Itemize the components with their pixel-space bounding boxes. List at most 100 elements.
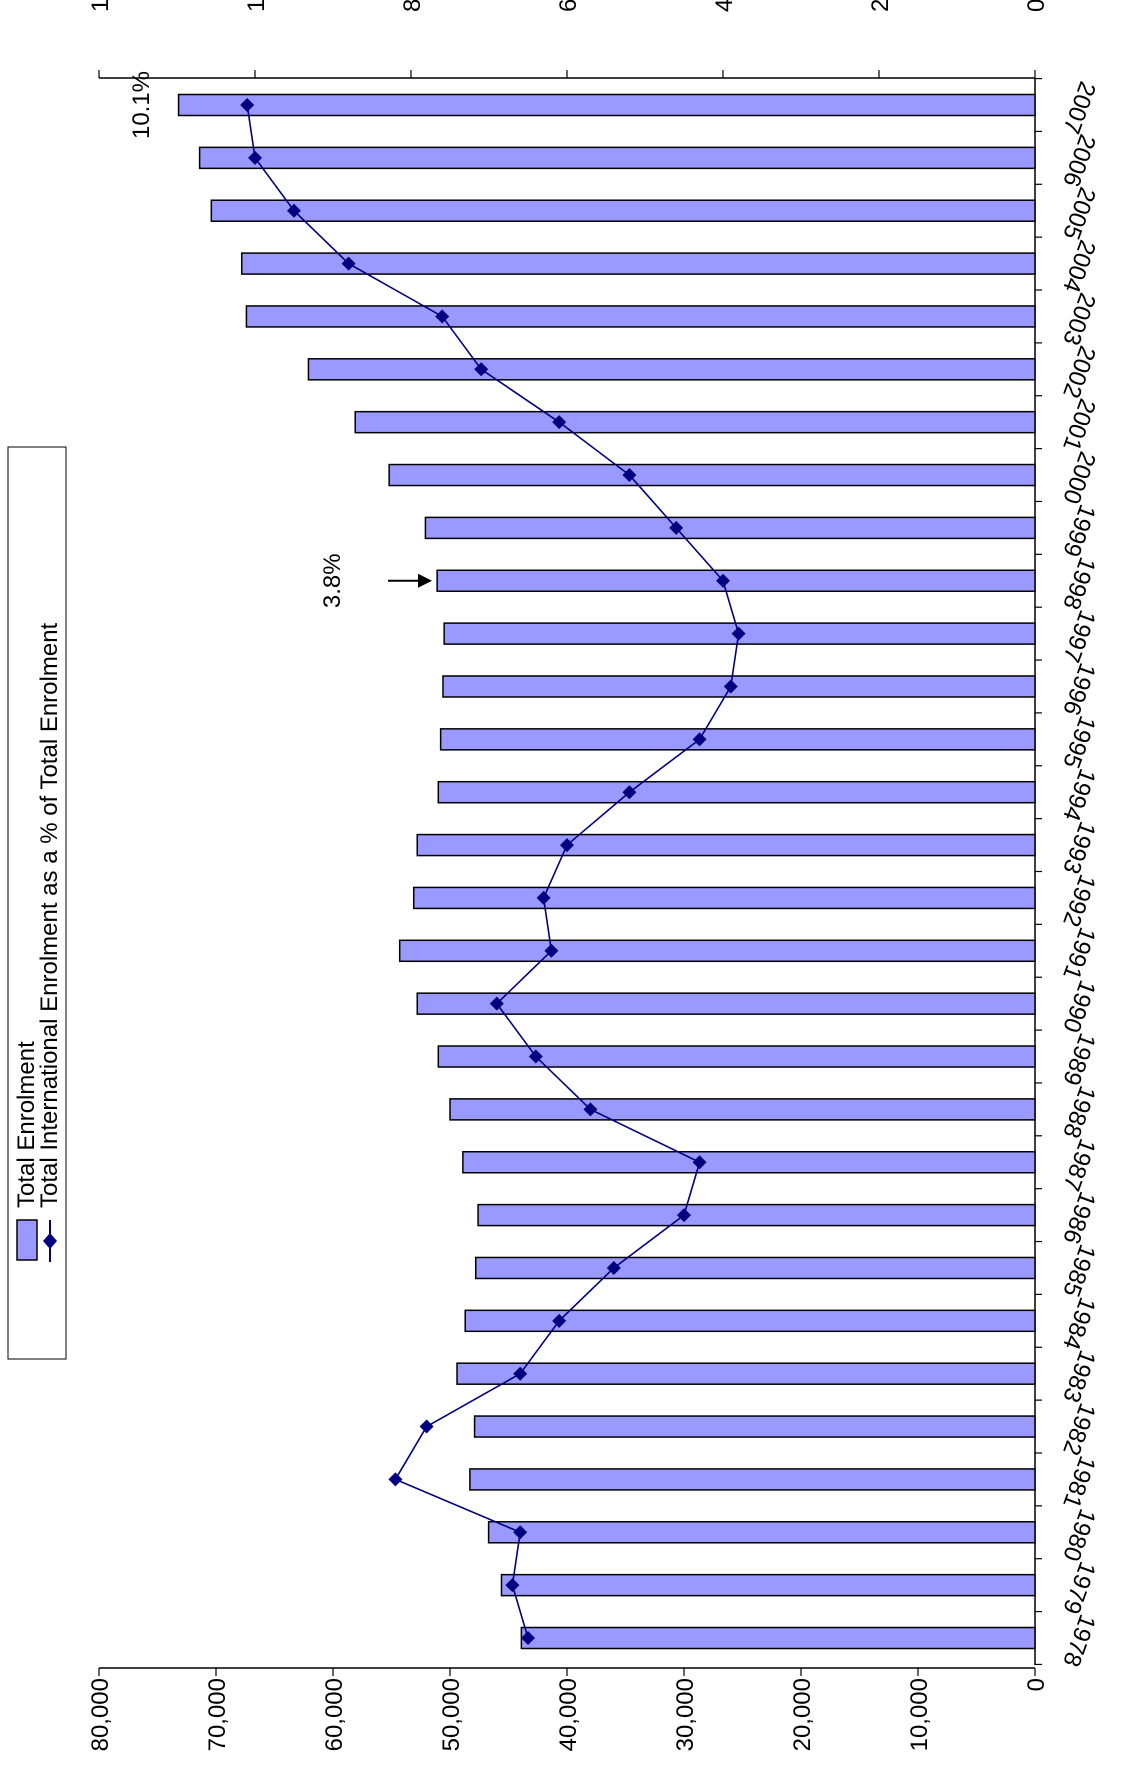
bar-1990	[416, 992, 1036, 1015]
bar-2006	[198, 146, 1036, 170]
percent-point-1994	[622, 785, 637, 800]
left-axis-label: 20,000	[789, 1678, 816, 1751]
category-label-1998: 1998	[1057, 554, 1101, 613]
bar-1978	[520, 1626, 1036, 1650]
bar-1996	[442, 675, 1036, 698]
category-label-1989: 1989	[1057, 1029, 1101, 1088]
category-label-1978: 1978	[1057, 1611, 1101, 1670]
percent-point-1985	[606, 1260, 621, 1275]
percent-line	[246, 104, 740, 1639]
category-label-1995: 1995	[1057, 712, 1101, 771]
right-axis-label: 0.0	[1023, 0, 1050, 12]
category-ticks: 1978197919801981198219831984198519861987…	[1035, 78, 1101, 1670]
percent-point-1998	[716, 573, 730, 588]
left-axis-label: 80,000	[87, 1678, 114, 1751]
bar-1986	[477, 1203, 1036, 1227]
bar-1989	[437, 1045, 1036, 1068]
category-label-1991: 1991	[1057, 924, 1101, 983]
bar-1985	[474, 1256, 1036, 1280]
bar-1992	[412, 886, 1036, 910]
bar-1984	[464, 1309, 1036, 1333]
legend-label-total-enrolment: Total Enrolment	[13, 1041, 40, 1208]
bar-2002	[307, 358, 1036, 381]
category-label-1979: 1979	[1057, 1558, 1101, 1617]
percent-point-1987	[692, 1155, 707, 1170]
percent-point-1986	[677, 1208, 691, 1223]
plot-area: 1978197919801981198219831984198519861987…	[87, 0, 1101, 1751]
annotation-1998: 3.8%	[319, 553, 346, 608]
category-label-1980: 1980	[1057, 1505, 1101, 1564]
category-label-1984: 1984	[1057, 1294, 1101, 1353]
percent-point-1982	[419, 1419, 434, 1434]
category-label-1996: 1996	[1057, 659, 1101, 718]
percent-point-1989	[528, 1049, 543, 1064]
right-axis-label: 12.0	[87, 0, 114, 12]
percent-point-1997	[731, 626, 746, 641]
bar-2005	[210, 199, 1036, 222]
bar-1991	[398, 939, 1036, 963]
right-axis-ticks: 0.0 2.0 4.0 6.0 8.0 10.0 12.0	[87, 0, 1050, 78]
percent-point-1983	[513, 1366, 528, 1381]
percent-point-2002	[474, 362, 489, 377]
bar-1979	[500, 1573, 1036, 1597]
right-axis-label: 10.0	[243, 0, 270, 12]
category-label-1993: 1993	[1057, 818, 1101, 877]
percent-point-1980	[513, 1525, 528, 1540]
category-label-1992: 1992	[1057, 871, 1101, 930]
percent-point-1979	[505, 1578, 520, 1593]
left-axis-label: 60,000	[321, 1678, 348, 1751]
bar-1983	[456, 1362, 1036, 1385]
annotation-2007: 10.1%	[128, 71, 155, 139]
annotations: 10.1% 3.8%	[128, 71, 432, 608]
bar-1994	[437, 780, 1036, 804]
percent-point-2006	[248, 150, 262, 165]
bar-1982	[473, 1415, 1036, 1438]
right-axis-label: 6.0	[555, 0, 582, 12]
bar-1995	[439, 728, 1036, 751]
category-label-1983: 1983	[1057, 1347, 1101, 1406]
percent-point-1992	[536, 890, 551, 905]
left-axis-label: 50,000	[438, 1678, 465, 1751]
enrolment-bars	[177, 93, 1036, 1650]
percent-point-2004	[341, 256, 356, 271]
legend-swatch-total-enrolment	[16, 1219, 38, 1261]
category-label-1987: 1987	[1057, 1135, 1101, 1194]
category-label-2000: 2000	[1057, 448, 1101, 507]
bar-1987	[462, 1150, 1036, 1174]
bar-1998	[436, 569, 1036, 593]
category-label-1982: 1982	[1057, 1399, 1101, 1458]
left-axis-label: 40,000	[555, 1678, 582, 1751]
category-label-1994: 1994	[1057, 765, 1101, 824]
right-axis-label: 2.0	[867, 0, 894, 12]
category-label-2006: 2006	[1057, 131, 1101, 190]
percent-point-1988	[583, 1102, 598, 1117]
bar-2004	[240, 252, 1036, 275]
category-label-2004: 2004	[1057, 236, 1101, 295]
percent-point-1995	[692, 732, 707, 747]
bar-2003	[245, 305, 1036, 328]
percent-point-2000	[622, 468, 637, 483]
category-label-1997: 1997	[1057, 606, 1101, 665]
category-label-2001: 2001	[1057, 395, 1101, 454]
left-axis-label: 0	[1023, 1678, 1050, 1691]
right-axis-label: 8.0	[399, 0, 426, 12]
bar-1988	[449, 1098, 1036, 1121]
international-percent-line	[240, 98, 746, 1645]
left-axis-label: 70,000	[204, 1678, 231, 1751]
percent-point-1999	[669, 520, 684, 535]
bar-2007	[177, 93, 1036, 117]
category-label-2002: 2002	[1057, 342, 1101, 401]
bar-2001	[354, 410, 1036, 434]
percent-point-2003	[435, 309, 450, 324]
left-axis-ticks: 0 10,000 20,000 30,000 40,000 50,000 60,000 70,…	[87, 1668, 1050, 1751]
legend-label-international-percent: Total International Enrolment as a % of …	[36, 622, 63, 1208]
category-label-1981: 1981	[1057, 1452, 1101, 1511]
percent-point-1984	[552, 1313, 567, 1328]
category-label-1988: 1988	[1057, 1082, 1101, 1141]
left-axis-label: 30,000	[672, 1678, 699, 1751]
annotation-arrow-head	[418, 573, 432, 588]
category-label-1986: 1986	[1057, 1188, 1101, 1247]
category-label-1985: 1985	[1057, 1241, 1101, 1300]
category-label-1999: 1999	[1057, 501, 1101, 560]
